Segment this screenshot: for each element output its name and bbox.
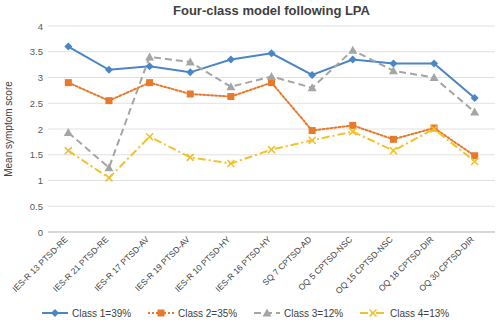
point — [390, 136, 397, 143]
point — [470, 108, 479, 116]
point — [105, 66, 113, 74]
point — [146, 79, 153, 86]
grid-line — [48, 154, 495, 155]
point — [430, 73, 439, 81]
point — [64, 128, 73, 136]
point — [186, 58, 195, 66]
point — [308, 83, 317, 91]
grid-line — [48, 103, 495, 104]
legend-label: Class 3=12% — [284, 308, 343, 319]
point — [431, 126, 438, 133]
point — [105, 174, 112, 181]
point — [146, 133, 153, 140]
legend-marker — [158, 310, 165, 317]
point — [309, 137, 316, 144]
grid-line — [48, 206, 495, 207]
point — [145, 52, 154, 60]
point — [268, 146, 275, 153]
grid-line — [48, 180, 495, 181]
grid-line — [48, 232, 495, 233]
point — [187, 90, 194, 97]
point — [268, 49, 276, 57]
point — [146, 62, 154, 70]
point — [349, 122, 356, 129]
legend-label: Class 4=13% — [390, 308, 449, 319]
point — [348, 46, 357, 54]
y-tick-label: 1 — [38, 175, 43, 186]
series-line — [68, 50, 474, 167]
legend-marker — [263, 309, 272, 317]
grid-line — [48, 26, 495, 27]
series-line — [68, 47, 474, 99]
point — [349, 55, 357, 63]
point — [65, 79, 72, 86]
point — [186, 68, 194, 76]
point — [349, 128, 356, 135]
point — [309, 127, 316, 134]
chart: Four-class model following LPA Mean sympt… — [0, 0, 500, 323]
title: Four-class model following LPA — [173, 3, 371, 18]
point — [471, 94, 479, 102]
point — [65, 147, 72, 154]
point — [268, 79, 275, 86]
legend-label: Class 1=39% — [72, 308, 131, 319]
point — [471, 158, 478, 165]
x-tick-label: OQ 30 CPTSD-DIR — [417, 234, 476, 293]
point — [105, 97, 112, 104]
legend-label: Class 2=35% — [178, 308, 237, 319]
point — [227, 93, 234, 100]
x-axis — [48, 232, 495, 233]
point — [389, 66, 398, 74]
y-tick-label: 0 — [38, 227, 43, 238]
legend-marker — [51, 309, 59, 317]
y-tick-label: 2.5 — [30, 98, 43, 109]
y-tick-label: 3 — [38, 72, 43, 83]
y-tick-label: 0.5 — [30, 201, 43, 212]
point — [226, 82, 235, 90]
point — [227, 160, 234, 167]
y-tick-label: 4 — [38, 21, 43, 32]
point — [187, 154, 194, 161]
point — [390, 147, 397, 154]
point — [64, 43, 72, 51]
y-tick-label: 2 — [38, 124, 43, 135]
point — [104, 163, 113, 171]
y-tick-label: 3.5 — [30, 46, 43, 57]
point — [267, 72, 276, 80]
point — [308, 71, 316, 79]
y-tick-label: 1.5 — [30, 149, 43, 160]
plot-area — [64, 43, 479, 182]
series-line — [68, 83, 474, 156]
y-axis-label: Mean symptom score — [3, 81, 14, 177]
legend-marker — [370, 310, 377, 317]
point — [430, 60, 438, 68]
point — [227, 55, 235, 63]
series-line — [68, 129, 474, 178]
